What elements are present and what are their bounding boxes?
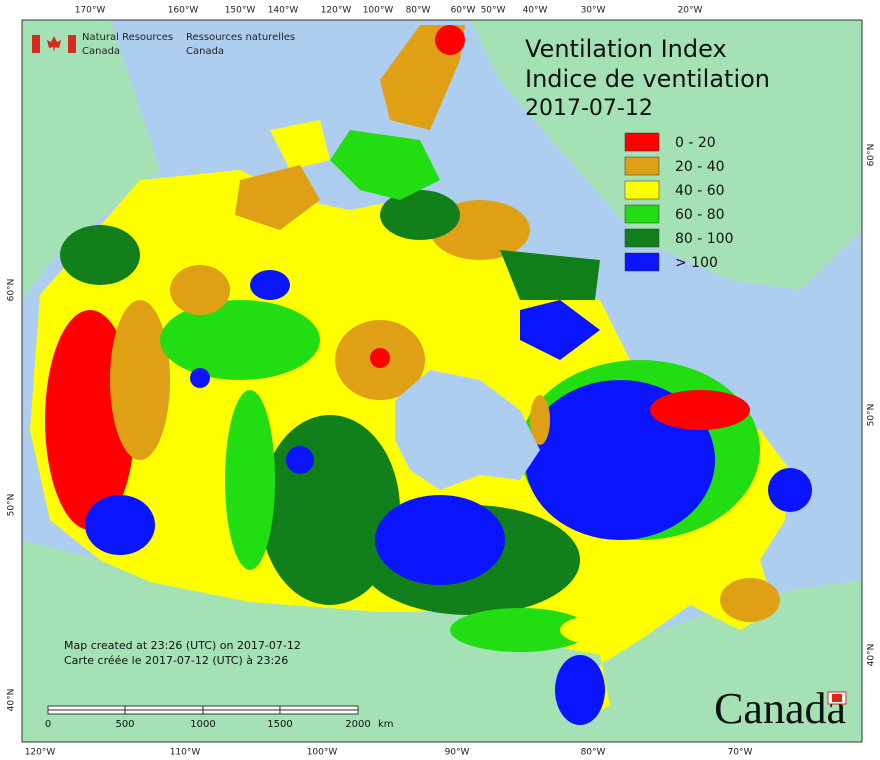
scale-segment <box>124 709 204 715</box>
graticule-label: 50°W <box>481 6 506 16</box>
zone <box>768 468 812 512</box>
zone <box>60 225 140 285</box>
legend-swatch <box>624 228 660 248</box>
alaska <box>22 20 160 300</box>
zone <box>650 390 750 430</box>
created-en: Map created at 23:26 (UTC) on 2017-07-12 <box>64 639 301 652</box>
graticule-label: 20°W <box>678 6 703 16</box>
zone <box>450 608 590 652</box>
graticule-label: 30°W <box>581 6 606 16</box>
greenland <box>470 20 862 290</box>
zone <box>720 578 780 622</box>
wordmark: Canada <box>714 684 846 733</box>
legend-label: 0 - 20 <box>675 135 716 151</box>
ventilation-zones <box>45 190 812 725</box>
zone <box>225 390 275 570</box>
arctic-islands <box>235 25 600 360</box>
graticule-label: 40°W <box>523 6 548 16</box>
agency-en: Natural Resources <box>82 32 173 43</box>
zone <box>370 348 390 368</box>
zone <box>160 300 320 380</box>
zone <box>375 495 505 585</box>
graticule-label: 100°W <box>307 748 338 758</box>
island <box>500 250 600 300</box>
graticule-label: 60°W <box>451 6 476 16</box>
zone <box>170 265 230 315</box>
title-fr: Indice de ventilation <box>525 65 770 93</box>
scale-label: 1000 <box>190 719 215 730</box>
maple-leaf <box>47 36 61 52</box>
graticule-label: 40°N <box>867 644 877 667</box>
graticule-label: 60°N <box>867 144 877 167</box>
zone <box>530 395 550 445</box>
scale-segment <box>47 709 126 715</box>
scale-label: 500 <box>115 719 134 730</box>
graticule-label: 80°W <box>406 6 431 16</box>
island <box>520 300 600 360</box>
scale-label: 0 <box>45 719 51 730</box>
graticule-label: 170°W <box>75 6 106 16</box>
zone <box>560 615 640 645</box>
zone <box>190 368 210 388</box>
created-fr: Carte créée le 2017-07-12 (UTC) à 23:26 <box>64 654 288 667</box>
zone <box>555 655 605 725</box>
island <box>270 120 330 170</box>
flag-bar <box>68 35 76 53</box>
graticule-label: 50°N <box>867 404 877 427</box>
date: 2017-07-12 <box>525 96 653 121</box>
scale-segment <box>202 709 281 715</box>
graticule-label: 150°W <box>225 6 256 16</box>
legend-swatch <box>624 204 660 224</box>
scale-segment <box>279 709 359 715</box>
scale-segment <box>47 705 126 711</box>
scale-segment <box>124 705 204 711</box>
scale-segment <box>279 705 359 711</box>
legend-swatch <box>624 156 660 176</box>
scale-label: 1500 <box>267 719 292 730</box>
graticule-label: 100°W <box>363 6 394 16</box>
graticule-label: 160°W <box>168 6 199 16</box>
graticule-label: 60°N <box>7 279 17 302</box>
legend-swatch <box>624 252 660 272</box>
graticule-label: 40°N <box>7 689 17 712</box>
united-states <box>22 540 862 742</box>
graticule-label: 50°N <box>7 494 17 517</box>
legend-label: 60 - 80 <box>675 207 725 223</box>
agency-fr: Ressources naturelles <box>186 32 295 43</box>
agency-en: Canada <box>82 46 120 57</box>
graticule-label: 110°W <box>170 748 201 758</box>
legend-label: 40 - 60 <box>675 183 725 199</box>
island <box>235 165 320 230</box>
zone <box>286 446 314 474</box>
zone <box>110 300 170 460</box>
legend-label: 20 - 40 <box>675 159 725 175</box>
island <box>435 25 465 55</box>
flag-bar <box>32 35 40 53</box>
scale-unit: km <box>378 719 394 730</box>
graticule-label: 90°W <box>445 748 470 758</box>
graticule-label: 70°W <box>728 748 753 758</box>
agency-fr: Canada <box>186 46 224 57</box>
zone <box>380 190 460 240</box>
scale-label: 2000 <box>345 719 370 730</box>
graticule-label: 120°W <box>25 748 56 758</box>
graticule-label: 80°W <box>581 748 606 758</box>
legend-swatch <box>624 180 660 200</box>
legend-label: > 100 <box>675 255 718 271</box>
zone <box>250 270 290 300</box>
hudson-bay <box>395 370 540 490</box>
island <box>330 130 440 200</box>
graticule-label: 120°W <box>321 6 352 16</box>
graticule-label: 140°W <box>268 6 299 16</box>
wordmark-flag <box>832 694 842 702</box>
frame <box>21 19 863 743</box>
zone <box>85 495 155 555</box>
legend-swatch <box>624 132 660 152</box>
legend-label: 80 - 100 <box>675 231 734 247</box>
scale-segment <box>202 705 281 711</box>
title-en: Ventilation Index <box>525 35 727 63</box>
